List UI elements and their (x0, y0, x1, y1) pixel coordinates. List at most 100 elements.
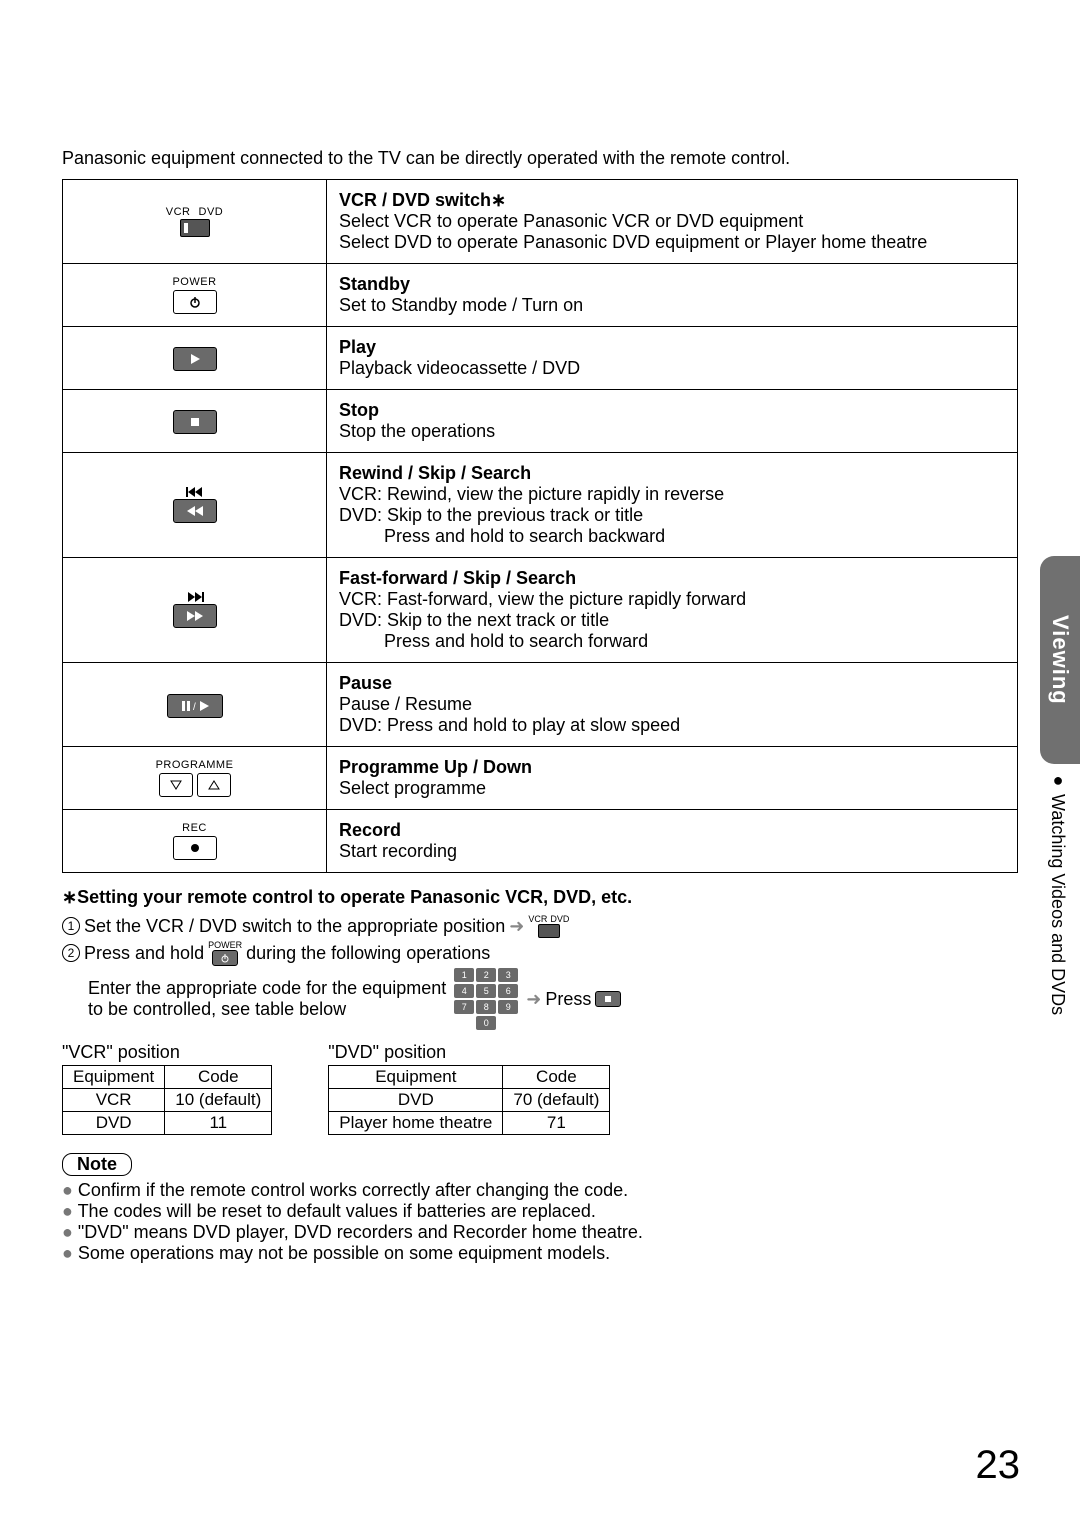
svg-text:/: / (193, 702, 196, 712)
desc-cell: Programme Up / Down Select programme (327, 747, 1017, 809)
td: 11 (165, 1112, 272, 1135)
desc-cell: VCR / DVD switch∗ Select VCR to operate … (327, 180, 1017, 263)
note-item: Some operations may not be possible on s… (62, 1243, 1018, 1264)
skip-prev-icon (186, 487, 204, 497)
func-body: Press and hold to search backward (339, 526, 1005, 547)
play-icon (173, 347, 217, 371)
key: 1 (454, 968, 474, 982)
func-body: DVD: Skip to the previous track or title (339, 505, 1005, 526)
row-stop: Stop Stop the operations (63, 389, 1017, 452)
func-body: Start recording (339, 841, 1005, 862)
page-content: Panasonic equipment connected to the TV … (0, 0, 1080, 1264)
th-code: Code (503, 1066, 610, 1089)
td: VCR (63, 1089, 165, 1112)
func-body: Press and hold to search forward (339, 631, 1005, 652)
func-body: DVD: Press and hold to play at slow spee… (339, 715, 1005, 736)
dvd-label: DVD (199, 206, 224, 218)
func-title: VCR / DVD switch∗ (339, 190, 1005, 211)
step-3-text-a: Enter the appropriate code for the equip… (88, 978, 446, 999)
keypad-icon: 1 2 3 4 5 6 7 8 9 0 (454, 968, 518, 1030)
vcr-code-table: EquipmentCode VCR10 (default) DVD11 (62, 1065, 272, 1135)
func-title: Play (339, 337, 1005, 358)
func-body: DVD: Skip to the next track or title (339, 610, 1005, 631)
step-number-1: 1 (62, 917, 80, 935)
desc-cell: Rewind / Skip / Search VCR: Rewind, view… (327, 453, 1017, 557)
td: 10 (default) (165, 1089, 272, 1112)
step-2-text-post: during the following operations (246, 943, 490, 964)
row-rewind: Rewind / Skip / Search VCR: Rewind, view… (63, 452, 1017, 557)
func-title: Programme Up / Down (339, 757, 1005, 778)
key: 3 (498, 968, 518, 982)
arrow-icon: ➜ (509, 916, 524, 937)
row-pause: / Pause Pause / Resume DVD: Press and ho… (63, 662, 1017, 746)
step-2-text-pre: Press and hold (84, 943, 204, 964)
key: 5 (476, 984, 496, 998)
func-body: Select VCR to operate Panasonic VCR or D… (339, 211, 1005, 232)
icon-cell (63, 558, 327, 662)
td: DVD (63, 1112, 165, 1135)
note-item: Confirm if the remote control works corr… (62, 1180, 1018, 1201)
mini-dvd: DVD (550, 914, 569, 924)
func-body: Select DVD to operate Panasonic DVD equi… (339, 232, 1005, 253)
icon-cell: / (63, 663, 327, 746)
side-section-text: Watching Videos and DVDs (1047, 794, 1068, 1015)
intro-text: Panasonic equipment connected to the TV … (62, 148, 1018, 169)
programme-down-icon (159, 773, 193, 797)
td: DVD (329, 1089, 503, 1112)
note-heading: Note (62, 1153, 132, 1176)
note-item: "DVD" means DVD player, DVD recorders an… (62, 1222, 1018, 1243)
rec-label: REC (182, 822, 207, 834)
row-vcr-dvd-switch: VCR DVD VCR / DVD switch∗ Select VCR to … (63, 180, 1017, 263)
mini-power-icon: POWER (208, 940, 242, 966)
td: Player home theatre (329, 1112, 503, 1135)
func-title: Stop (339, 400, 1005, 421)
vcr-position-label: "VCR" position (62, 1042, 272, 1063)
row-forward: Fast-forward / Skip / Search VCR: Fast-f… (63, 557, 1017, 662)
td: 70 (default) (503, 1089, 610, 1112)
desc-cell: Standby Set to Standby mode / Turn on (327, 264, 1017, 326)
func-body: Stop the operations (339, 421, 1005, 442)
th-code: Code (165, 1066, 272, 1089)
icon-cell: PROGRAMME (63, 747, 327, 809)
desc-cell: Record Start recording (327, 810, 1017, 872)
func-body: Select programme (339, 778, 1005, 799)
note-item: The codes will be reset to default value… (62, 1201, 1018, 1222)
icon-cell: POWER (63, 264, 327, 326)
icon-cell: REC (63, 810, 327, 872)
skip-next-icon (186, 592, 204, 602)
key: 6 (498, 984, 518, 998)
func-title: Fast-forward / Skip / Search (339, 568, 1005, 589)
side-tab-label: Viewing (1047, 615, 1073, 705)
func-body: Set to Standby mode / Turn on (339, 295, 1005, 316)
key: 2 (476, 968, 496, 982)
func-title: Record (339, 820, 1005, 841)
dvd-position-block: "DVD" position EquipmentCode DVD70 (defa… (328, 1042, 610, 1135)
dvd-position-label: "DVD" position (328, 1042, 610, 1063)
row-record: REC Record Start recording (63, 809, 1017, 872)
rewind-icon (173, 499, 217, 523)
mini-switch-icon: VCRDVD (528, 914, 569, 938)
press-label: Press (545, 989, 591, 1010)
step-1: 1 Set the VCR / DVD switch to the approp… (62, 914, 1018, 938)
programme-up-icon (197, 773, 231, 797)
th-equipment: Equipment (329, 1066, 503, 1089)
code-tables: "VCR" position EquipmentCode VCR10 (defa… (62, 1042, 1018, 1135)
key: 4 (454, 984, 474, 998)
vcr-label: VCR (166, 206, 191, 218)
row-standby: POWER Standby Set to Standby mode / Turn… (63, 263, 1017, 326)
func-body: VCR: Fast-forward, view the picture rapi… (339, 589, 1005, 610)
td: 71 (503, 1112, 610, 1135)
icon-cell (63, 453, 327, 557)
step-3: Enter the appropriate code for the equip… (88, 968, 1018, 1030)
step-number-2: 2 (62, 944, 80, 962)
dvd-code-table: EquipmentCode DVD70 (default) Player hom… (328, 1065, 610, 1135)
side-section-label: ● Watching Videos and DVDs (1047, 770, 1068, 1015)
row-programme: PROGRAMME Programme Up / Down Select pro… (63, 746, 1017, 809)
key: 0 (476, 1016, 496, 1030)
remote-functions-table: VCR DVD VCR / DVD switch∗ Select VCR to … (62, 179, 1018, 873)
desc-cell: Fast-forward / Skip / Search VCR: Fast-f… (327, 558, 1017, 662)
vcr-dvd-switch-icon (180, 219, 210, 237)
step-3-text-b: to be controlled, see table below (88, 999, 446, 1020)
icon-cell (63, 390, 327, 452)
note-list: Confirm if the remote control works corr… (62, 1180, 1018, 1264)
